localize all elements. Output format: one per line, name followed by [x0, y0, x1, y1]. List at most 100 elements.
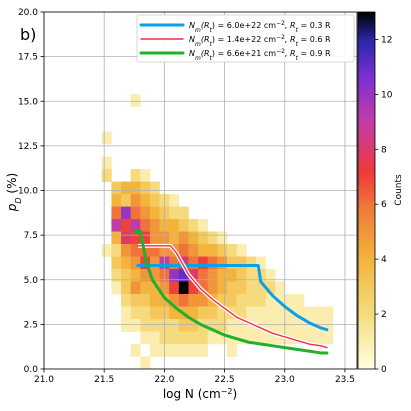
- heatmap-cell: [236, 269, 247, 282]
- heatmap-cell: [275, 319, 286, 332]
- heatmap-cell: [313, 331, 324, 345]
- heatmap-cell: [130, 294, 141, 307]
- y-tick-label: 17.5: [18, 53, 38, 63]
- heatmap-cell: [226, 319, 237, 332]
- colorbar-tick-label: 4: [381, 255, 387, 265]
- colorbar-ticks: 0 2 4 6 8 10 12: [375, 35, 393, 375]
- heatmap-cell: [217, 294, 228, 307]
- heatmap-cell: [255, 331, 266, 345]
- colorbar: 0 2 4 6 8 10 12 Counts: [357, 11, 404, 375]
- heatmap-cell: [178, 231, 189, 245]
- x-ticks: 21.0 21.5 22.0 22.5 23.0 23.5: [34, 369, 355, 385]
- y-tick-label: 15.0: [18, 97, 38, 107]
- heatmap-cell: [140, 269, 151, 282]
- heatmap-cell: [255, 306, 266, 320]
- heatmap-cell: [255, 294, 266, 307]
- heatmap-cell: [149, 206, 160, 220]
- heatmap-cell: [130, 219, 141, 232]
- heatmap-cell: [178, 219, 189, 232]
- heatmap-cell: [217, 281, 228, 295]
- heatmap-cell: [130, 169, 141, 182]
- heatmap-cell: [130, 269, 141, 282]
- heatmap-cell: [226, 344, 237, 357]
- heatmap-cell: [169, 206, 180, 220]
- heatmap-cell: [236, 319, 247, 332]
- heatmap-cell: [207, 269, 218, 282]
- heatmap-cell: [217, 244, 228, 257]
- y-tick-label: 5.0: [24, 276, 39, 286]
- heatmap-cell: [140, 294, 151, 307]
- heatmap-cell: [140, 194, 151, 207]
- heatmap-cell: [265, 281, 276, 295]
- heatmap-cell: [236, 256, 247, 270]
- heatmap-cell: [178, 331, 189, 345]
- heatmap-cell: [178, 244, 189, 257]
- heatmap-cell: [304, 306, 314, 320]
- heatmap-cell: [207, 331, 218, 345]
- heatmap-cell: [149, 231, 160, 245]
- heatmap-cell: [188, 344, 199, 357]
- heatmap-cell: [101, 169, 112, 182]
- heatmap-cell: [130, 244, 141, 257]
- heatmap-cell: [217, 231, 228, 245]
- heatmap-cell: [130, 94, 141, 107]
- colorbar-tick-label: 8: [381, 145, 387, 155]
- heatmap-cell: [111, 194, 122, 207]
- heatmap-cell: [169, 294, 180, 307]
- heatmap-cell: [121, 181, 131, 195]
- heatmap-cell: [121, 294, 131, 307]
- heatmap-cell: [207, 306, 218, 320]
- y-tick-label: 0.0: [24, 365, 39, 375]
- heatmap-cell: [121, 206, 131, 220]
- heatmap-cell: [111, 244, 122, 257]
- heatmap-cell: [217, 269, 228, 282]
- heatmap-cell: [169, 306, 180, 320]
- heatmap-cell: [121, 244, 131, 257]
- heatmap-cell: [188, 256, 199, 270]
- y-tick-label: 10.0: [18, 187, 38, 197]
- y-tick-label: 20.0: [18, 8, 38, 18]
- legend-label-1: Nm(Rt) = 6.0e+22 cm−2, Rt = 0.3 R: [189, 20, 331, 34]
- heatmap-cell: [169, 231, 180, 245]
- heatmap-cell: [198, 306, 209, 320]
- heatmap-cell: [217, 331, 228, 345]
- heatmap-cell: [198, 244, 209, 257]
- heatmap-cell: [188, 294, 199, 307]
- heatmap-cell: [284, 306, 295, 320]
- panel-label: b): [20, 25, 36, 44]
- heatmap-cell: [178, 319, 189, 332]
- y-tick-label: 2.5: [24, 320, 38, 330]
- heatmap-cell: [198, 331, 209, 345]
- heatmap-cell: [226, 244, 237, 257]
- heatmap-cell: [198, 281, 209, 295]
- heatmap-cell: [246, 331, 257, 345]
- heatmap-cell: [265, 294, 276, 307]
- heatmap-cell: [121, 269, 131, 282]
- heatmap-cell: [294, 331, 305, 345]
- heatmap-cell: [284, 294, 295, 307]
- heatmap-cell: [275, 331, 286, 345]
- heatmap-cell: [255, 256, 266, 270]
- heatmap-cell: [140, 181, 151, 195]
- heatmap-cell: [217, 319, 228, 332]
- heatmap-cell: [265, 269, 276, 282]
- heatmap-cell: [149, 194, 160, 207]
- legend-box: [136, 14, 355, 63]
- heatmap-cell: [130, 281, 141, 295]
- heatmap-cell: [121, 306, 131, 320]
- heatmap-cell: [226, 269, 237, 282]
- heatmap-cell: [121, 281, 131, 295]
- heatmap-cell: [140, 206, 151, 220]
- heatmap-cell: [188, 319, 199, 332]
- heatmap-cell: [121, 194, 131, 207]
- heatmap-cell: [188, 306, 199, 320]
- heatmap-cell: [323, 331, 334, 345]
- heatmap-cell: [169, 344, 180, 357]
- colorbar-tick-label: 2: [381, 310, 387, 320]
- series-curves: [133, 230, 329, 355]
- heatmap-cell: [111, 281, 122, 295]
- colorbar-gradient: [357, 11, 376, 370]
- heatmap-cell: [121, 231, 131, 245]
- x-tick-label: 23.5: [335, 375, 355, 385]
